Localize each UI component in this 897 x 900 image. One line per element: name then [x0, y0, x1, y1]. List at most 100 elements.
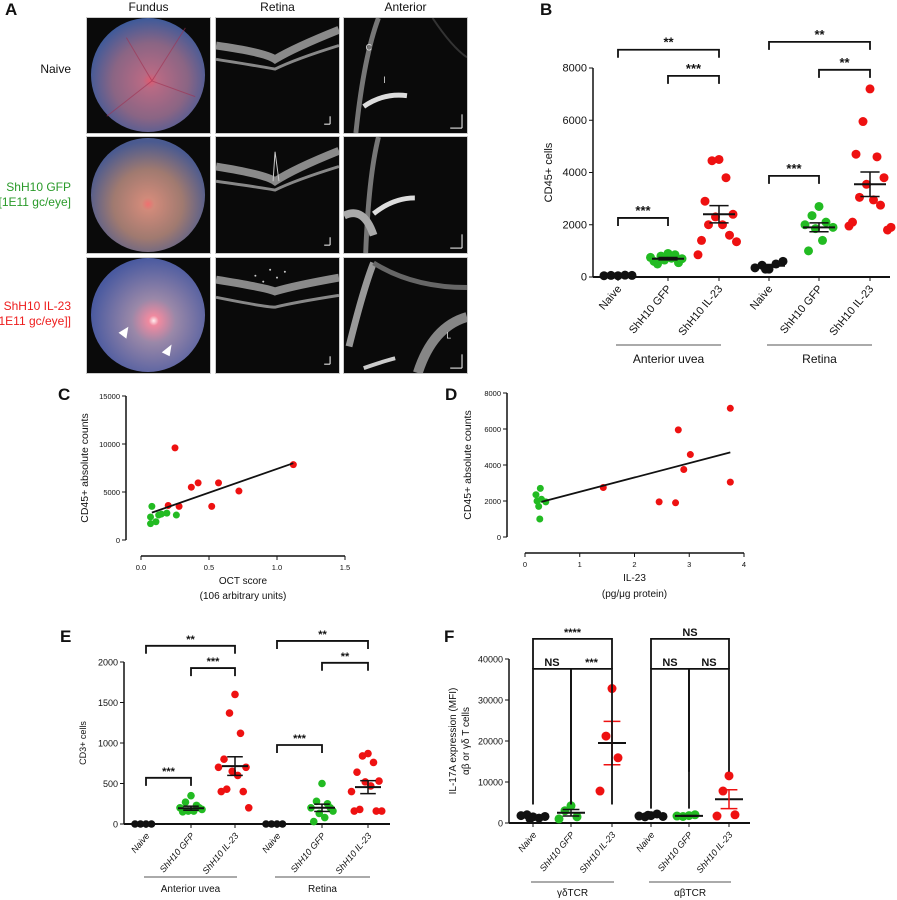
category-label: ShH10 GFP — [289, 831, 328, 875]
y-tick-label: 5000 — [103, 488, 120, 497]
panel-label-b: B — [540, 0, 553, 19]
row-label-line: [1E11 gc/eye]] — [0, 314, 71, 328]
group-label: Retina — [308, 884, 337, 895]
significance-label: NS — [544, 657, 559, 669]
data-point — [814, 201, 824, 211]
x-tick-label: 2 — [632, 560, 636, 569]
y-axis-label: αβ or γδ T cells — [461, 707, 472, 775]
significance-label: NS — [662, 657, 677, 669]
data-point — [228, 767, 237, 776]
data-point — [732, 237, 741, 247]
category-label: Naive — [597, 283, 624, 312]
data-point — [855, 192, 864, 202]
data-point — [157, 510, 165, 518]
data-point — [172, 511, 180, 519]
panel-label-f: F — [444, 627, 455, 646]
significance-label: **** — [564, 627, 582, 639]
data-point — [194, 479, 202, 487]
data-point — [320, 813, 329, 822]
data-point — [697, 235, 706, 245]
data-point — [869, 195, 878, 205]
retina-oct-gfp — [215, 136, 340, 254]
data-point — [369, 758, 378, 767]
data-point — [560, 806, 570, 816]
significance-label: ** — [318, 629, 327, 641]
significance-bracket — [768, 174, 820, 184]
y-tick-label: 4000 — [563, 167, 587, 179]
data-point — [851, 149, 861, 159]
data-point — [686, 451, 694, 459]
x-axis-label: OCT score — [219, 576, 268, 587]
y-tick-label: 30000 — [478, 696, 503, 706]
significance-bracket — [276, 744, 323, 754]
data-point — [318, 779, 326, 788]
significance-label: ** — [839, 55, 850, 70]
lens-label: L — [446, 331, 451, 341]
data-point — [217, 787, 226, 796]
data-point — [566, 801, 576, 811]
y-tick-label: 20000 — [478, 737, 503, 747]
x-tick-label: 3 — [687, 560, 691, 569]
category-label: ShH10 GFP — [627, 283, 674, 336]
data-point — [886, 222, 896, 232]
data-point — [536, 515, 544, 523]
y-tick-label: 0 — [498, 819, 503, 829]
x-tick-label: 1.0 — [272, 563, 282, 572]
significance-bracket — [818, 68, 871, 78]
data-point — [242, 763, 250, 772]
data-point — [646, 252, 655, 262]
anterior-oct-il23: L — [343, 257, 468, 374]
data-point — [712, 811, 722, 821]
y-axis-label: CD45+ absolute counts — [79, 413, 91, 522]
row-label-line: ShH10 IL-23 — [3, 299, 71, 313]
data-point — [350, 807, 359, 815]
x-tick-label: 0 — [523, 560, 527, 569]
group-label: αβTCR — [674, 888, 706, 899]
x-axis-label: IL-23 — [623, 573, 646, 584]
row-label-line: Naive — [40, 62, 71, 76]
data-point — [220, 755, 228, 763]
data-point — [358, 752, 367, 760]
x-axis-label: (pg/μg protein) — [602, 589, 667, 600]
data-point — [152, 518, 160, 526]
data-point — [613, 753, 623, 763]
y-tick-label: 10000 — [99, 440, 120, 449]
data-point — [372, 807, 381, 815]
data-point — [700, 196, 710, 206]
data-point — [718, 786, 728, 796]
significance-label: ** — [186, 634, 195, 646]
category-label: ShH10 IL-23 — [577, 830, 617, 875]
y-tick-label: 0 — [581, 272, 587, 284]
data-point — [148, 502, 156, 510]
panel-label-c: C — [58, 385, 71, 404]
column-header-fundus: Fundus — [128, 0, 169, 14]
panel-d-chart: 0 2000 4000 6000 8000 0 1 2 3 4 CD45+ absolute cou… — [462, 389, 746, 600]
group-label: Anterior uvea — [161, 884, 221, 895]
y-tick-label: 0 — [497, 533, 501, 542]
category-label: ShH10 IL-23 — [200, 831, 240, 876]
category-label: ShH10 GFP — [656, 830, 695, 874]
y-tick-label: 6000 — [563, 115, 587, 127]
data-point — [778, 256, 788, 266]
category-label: ShH10 IL-23 — [333, 831, 373, 876]
fundus-image-naive — [86, 17, 211, 134]
panel-c-chart: 0 5000 10000 15000 0.0 0.5 1.0 1.5 CD45+ absolut… — [79, 392, 350, 602]
data-point — [181, 798, 190, 806]
y-tick-label: 2000 — [563, 219, 587, 231]
category-label: ShH10 GFP — [538, 830, 577, 874]
category-label: Naive — [634, 830, 656, 854]
significance-label: *** — [635, 203, 651, 218]
y-tick-label: 8000 — [563, 63, 587, 75]
significance-label: NS — [701, 657, 716, 669]
y-tick-label: 1000 — [98, 739, 118, 749]
iris-label: I — [383, 75, 385, 85]
retina-oct-naive — [215, 17, 340, 134]
row-label-il23: ShH10 IL-23 [1E11 gc/eye]] — [0, 299, 71, 329]
y-tick-label: 2000 — [484, 497, 501, 506]
x-tick-label: 1 — [578, 560, 582, 569]
y-tick-label: 15000 — [99, 392, 120, 401]
data-point — [535, 502, 543, 510]
significance-bracket — [617, 48, 720, 58]
data-point — [147, 513, 155, 521]
regression-line — [151, 462, 294, 514]
